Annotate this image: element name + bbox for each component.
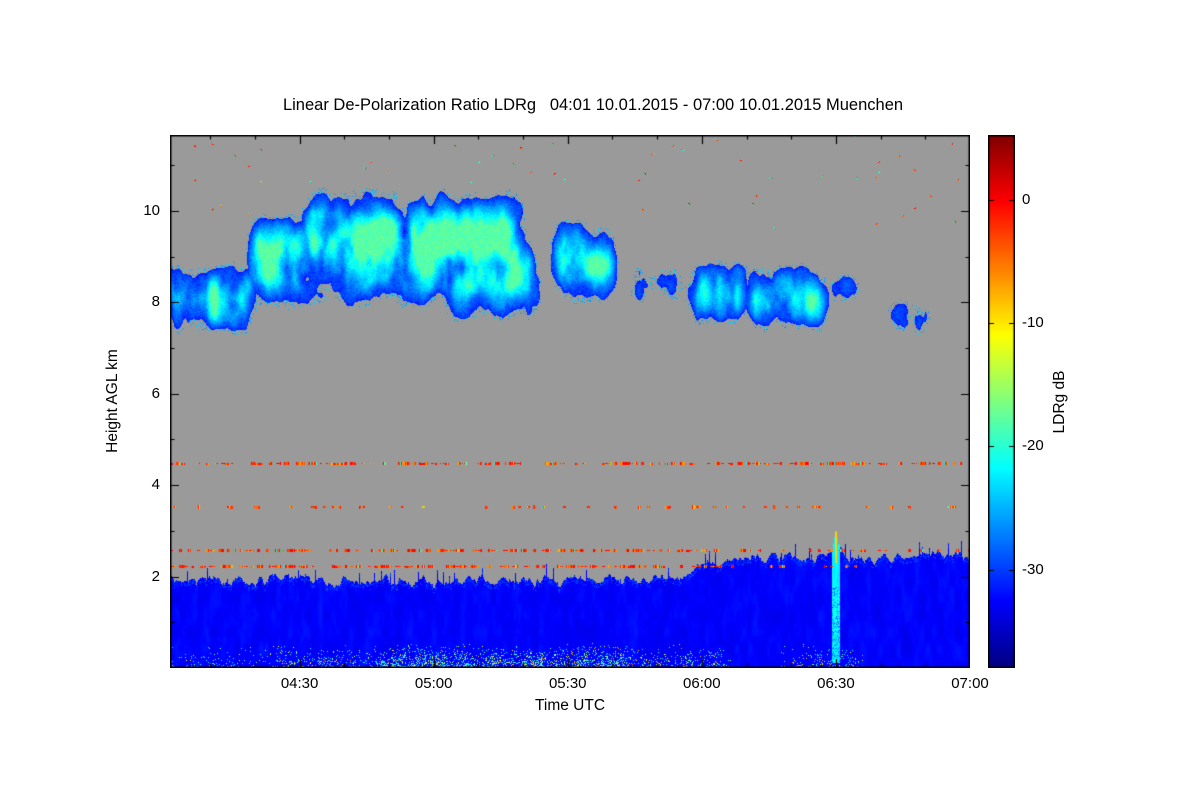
y-tick-label: 10 [143,201,160,219]
heatmap-plot-area [170,135,970,668]
y-tick-label: 8 [151,293,160,311]
x-tick-label: 05:00 [414,675,453,692]
y-tick-label: 2 [151,567,160,585]
x-tick-label: 04:30 [280,675,319,692]
colorbar-tick-label: 0 [1022,191,1031,209]
x-tick-label: 06:00 [683,675,721,692]
colorbar-tick-label: -20 [1022,437,1044,455]
y-tick-label: 4 [151,476,160,494]
y-tick-label: 6 [151,384,160,402]
plot-title: Linear De-Polarization Ratio LDRg 04:01 … [282,96,904,114]
x-tick-label: 06:30 [817,675,855,692]
colorbar-tick-label: -30 [1022,560,1044,578]
colorbar-label: LDRg dB [1051,370,1068,434]
axes-frame-canvas [170,135,970,668]
x-tick-label: 05:30 [548,675,587,692]
x-tick-label: 07:00 [951,675,989,692]
x-axis-label: Time UTC [534,697,606,714]
colorbar [988,135,1015,668]
colorbar-tick-label: -10 [1022,314,1044,332]
colorbar-canvas [988,135,1015,668]
